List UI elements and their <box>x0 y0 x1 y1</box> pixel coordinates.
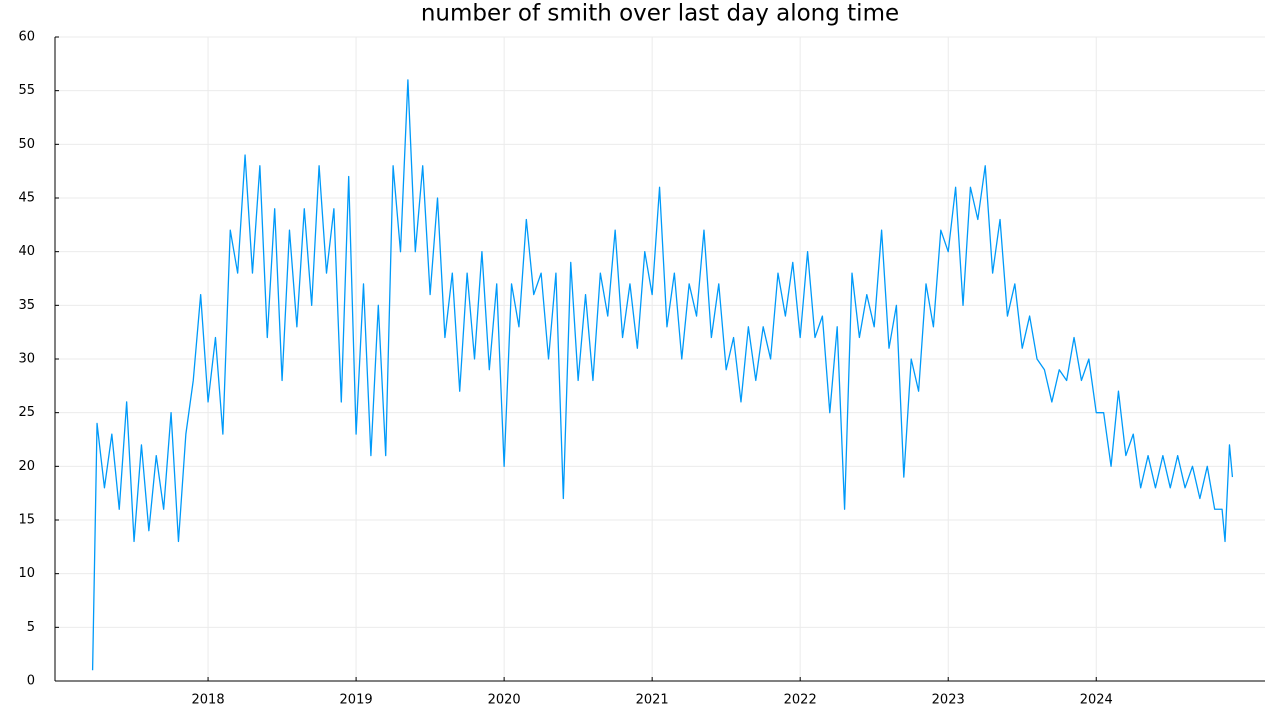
y-tick-label: 10 <box>18 566 35 581</box>
y-tick-label: 60 <box>18 30 35 45</box>
y-tick-label: 15 <box>18 513 35 528</box>
y-tick-label: 5 <box>27 620 35 635</box>
chart-title: number of smith over last day along time <box>421 1 899 27</box>
y-tick-label: 30 <box>18 352 35 367</box>
x-tick-label: 2019 <box>340 693 373 708</box>
x-tick-label: 2021 <box>636 693 669 708</box>
data-line <box>91 79 1234 671</box>
y-tick-label: 45 <box>18 191 35 206</box>
x-tick-label: 2024 <box>1080 693 1113 708</box>
y-tick-label: 50 <box>18 137 35 152</box>
y-tick-label: 35 <box>18 298 35 313</box>
y-tick-label: 20 <box>18 459 35 474</box>
y-tick-label: 55 <box>18 83 35 98</box>
x-tick-label: 2020 <box>488 693 521 708</box>
y-tick-label: 40 <box>18 244 35 259</box>
marks <box>91 79 1234 671</box>
grid <box>55 36 1265 682</box>
y-tick-label: 25 <box>18 405 35 420</box>
y-tick-label: 0 <box>27 674 35 689</box>
x-tick-label: 2023 <box>932 693 965 708</box>
x-tick-label: 2018 <box>192 693 225 708</box>
x-tick-label: 2022 <box>784 693 817 708</box>
